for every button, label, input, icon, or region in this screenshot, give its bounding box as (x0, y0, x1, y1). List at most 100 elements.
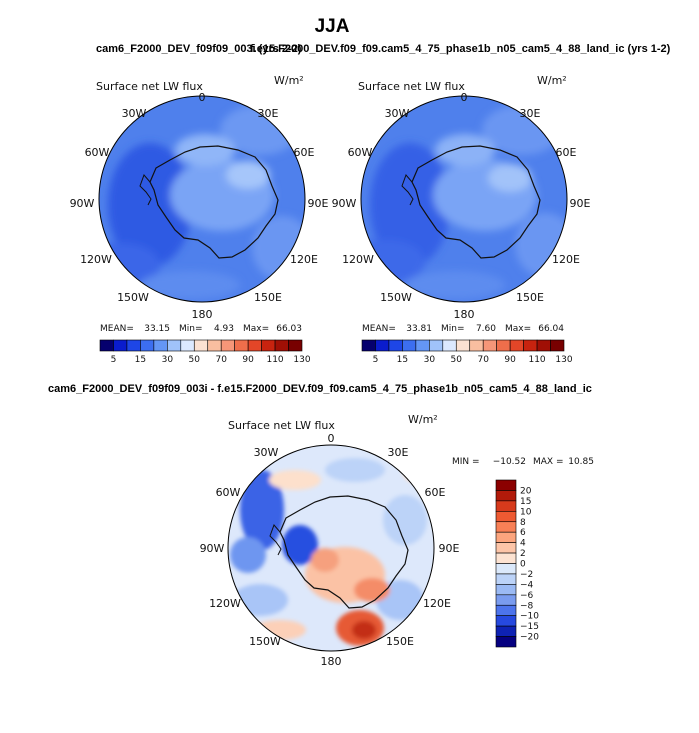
diff-lon-120e: 120E (423, 597, 451, 610)
diff-colorbar-box (495, 531, 517, 543)
right-colorbar-tick: 130 (555, 355, 572, 365)
right-lon-90e: 90E (570, 197, 591, 210)
right-colorbar-box (536, 339, 551, 352)
diff-lon-0: 0 (328, 432, 335, 445)
diff-colorbar-box (495, 552, 517, 564)
diff-colorbar-tick: 4 (520, 539, 526, 549)
diff-colorbar-box (495, 625, 517, 637)
diff-colorbar-box (495, 615, 517, 627)
diff-lon-60w: 60W (216, 486, 241, 499)
left-max-label: Max= (243, 324, 269, 334)
left-colorbar-box (113, 339, 128, 352)
right-colorbar-box (455, 339, 471, 352)
right-colorbar-tick: 30 (424, 355, 436, 365)
right-colorbar-box (482, 339, 497, 352)
diff-colorbar-box (495, 542, 517, 554)
right-min-label: Min= (441, 324, 465, 334)
right-units-label: W/m² (537, 74, 567, 87)
right-min-value: 7.60 (476, 324, 496, 334)
left-colorbar: 5 15 30 50 70 90 110 130 (99, 339, 311, 365)
diff-lon-180: 180 (321, 655, 342, 668)
right-lon-30w: 30W (385, 107, 410, 120)
diff-max-label: MAX = (533, 457, 564, 467)
left-colorbar-box (234, 339, 249, 352)
diff-colorbar-tick: −10 (520, 612, 539, 622)
diff-antarctica-coastline (279, 495, 409, 609)
right-antarctica-coastline (411, 145, 541, 259)
right-colorbar-box (429, 339, 444, 352)
left-colorbar-box (288, 339, 303, 352)
left-colorbar-tick: 5 (111, 355, 117, 365)
diff-colorbar-box (495, 584, 517, 596)
left-lon-30e: 30E (258, 107, 279, 120)
right-colorbar-box (469, 339, 484, 352)
left-mean-value: 33.15 (144, 324, 170, 334)
diff-colorbar-box (495, 479, 517, 491)
right-lon-60e: 60E (556, 146, 577, 159)
diff-colorbar-tick: −4 (520, 580, 534, 590)
right-lon-0: 0 (461, 91, 468, 104)
left-colorbar-tick: 130 (293, 355, 310, 365)
diff-colorbar-box (495, 573, 517, 585)
left-colorbar-box (261, 339, 276, 352)
right-mean-label: MEAN= (362, 324, 396, 334)
right-map-panel: Surface net LW flux W/m² (358, 74, 568, 303)
right-variable-label: Surface net LW flux (358, 80, 465, 93)
left-colorbar-tick: 15 (135, 355, 146, 365)
right-stats: MEAN= 33.81 Min= 7.60 Max= 66.04 (362, 324, 564, 334)
diff-colorbar-tick: 10 (520, 507, 532, 517)
diff-colorbar-tick: −15 (520, 622, 539, 632)
right-colorbar-box (415, 339, 430, 352)
left-lon-180: 180 (192, 308, 213, 321)
diff-colorbar-tick: 2 (520, 549, 526, 559)
diff-map-field (228, 445, 434, 651)
diff-lon-60e: 60E (425, 486, 446, 499)
right-colorbar-box (523, 339, 538, 352)
right-colorbar-box (375, 339, 390, 352)
right-lon-labels: 0 30E 60E 90E 120E 150E 180 150W 120W 90… (332, 91, 591, 321)
left-stats: MEAN= 33.15 Min= 4.93 Max= 66.03 (100, 324, 302, 334)
left-colorbar-box (180, 339, 195, 352)
diff-lon-120w: 120W (209, 597, 241, 610)
left-lon-150e: 150E (254, 291, 282, 304)
diff-case-title: cam6_F2000_DEV_f09f09_003i - f.e15.F2000… (48, 383, 592, 395)
right-colorbar-box (550, 339, 565, 352)
diff-colorbar-tick: 15 (520, 497, 531, 507)
right-colorbar-box (388, 339, 403, 352)
diff-colorbar-tick: −6 (520, 591, 534, 601)
left-colorbar-box (247, 339, 262, 352)
left-colorbar-box (99, 339, 114, 352)
right-colorbar-box (402, 339, 417, 352)
right-lon-120w: 120W (342, 253, 374, 266)
diff-colorbar-box (495, 604, 517, 616)
left-lon-90e: 90E (308, 197, 329, 210)
diff-colorbar-tick: −20 (520, 633, 539, 643)
diff-lon-30e: 30E (388, 446, 409, 459)
right-colorbar-tick: 90 (504, 355, 516, 365)
diff-colorbar-tick: 0 (520, 560, 526, 570)
diff-lon-labels: 0 30E 60E 90E 120E 150E 180 150W 120W 90… (200, 432, 460, 668)
right-case-title: f.e15.F2000_DEV.f09_f09.cam5_4_75_phase1… (250, 43, 671, 55)
diff-lon-90w: 90W (200, 542, 225, 555)
left-lon-0: 0 (199, 91, 206, 104)
right-lon-90w: 90W (332, 197, 357, 210)
diff-lon-150e: 150E (386, 635, 414, 648)
diff-colorbar-box (495, 521, 517, 533)
right-lon-150w: 150W (380, 291, 412, 304)
left-min-value: 4.93 (214, 324, 234, 334)
left-colorbar-box (274, 339, 289, 352)
season-title: JJA (315, 16, 350, 37)
left-mean-label: MEAN= (100, 324, 134, 334)
left-antarctica-coastline (149, 145, 279, 259)
diff-colorbar-box (495, 594, 517, 606)
left-lon-labels: 0 30E 60E 90E 120E 150E 180 150W 120W 90… (70, 91, 329, 321)
left-units-label: W/m² (274, 74, 304, 87)
diff-min-label: MIN = (452, 457, 480, 467)
right-colorbar: 5 15 30 50 70 90 110 130 (361, 339, 573, 365)
diff-variable-label: Surface net LW flux (228, 419, 335, 432)
right-colorbar-box (361, 339, 376, 352)
right-colorbar-box (442, 339, 457, 352)
diff-colorbar-box (495, 636, 517, 648)
right-colorbar-tick: 110 (528, 355, 545, 365)
